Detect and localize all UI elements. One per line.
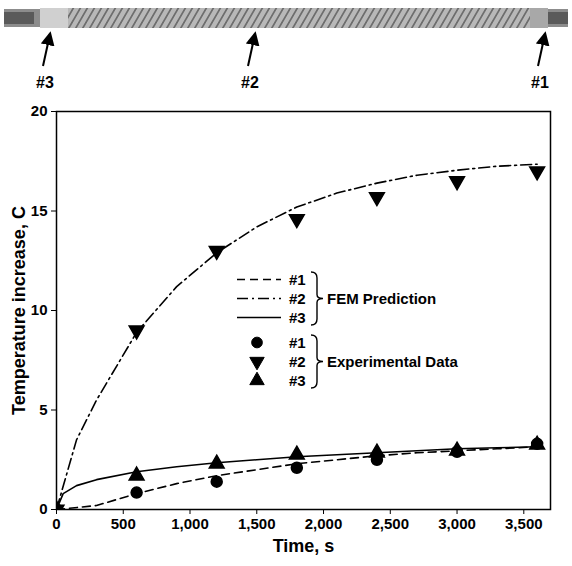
svg-text:10: 10 <box>31 301 48 318</box>
svg-text:3,000: 3,000 <box>438 515 476 532</box>
svg-text:#1: #1 <box>289 271 306 288</box>
svg-text:0: 0 <box>39 500 47 517</box>
svg-text:FEM Prediction: FEM Prediction <box>327 290 436 307</box>
svg-text:#1: #1 <box>531 74 549 91</box>
svg-text:#3: #3 <box>289 372 306 389</box>
svg-text:2,000: 2,000 <box>305 515 343 532</box>
svg-text:Experimental Data: Experimental Data <box>327 353 459 370</box>
svg-text:#3: #3 <box>36 74 54 91</box>
svg-text:500: 500 <box>111 515 136 532</box>
svg-text:1,000: 1,000 <box>171 515 209 532</box>
svg-text:#2: #2 <box>241 74 259 91</box>
svg-text:1,500: 1,500 <box>238 515 276 532</box>
svg-text:5: 5 <box>39 401 47 418</box>
svg-text:0: 0 <box>52 515 60 532</box>
svg-text:2,500: 2,500 <box>372 515 410 532</box>
svg-text:#2: #2 <box>289 290 306 307</box>
svg-text:Temperature increase, C: Temperature increase, C <box>9 206 29 415</box>
svg-text:#3: #3 <box>289 309 306 326</box>
svg-text:#2: #2 <box>289 353 306 370</box>
svg-text:3,500: 3,500 <box>505 515 543 532</box>
svg-text:15: 15 <box>31 202 48 219</box>
svg-text:20: 20 <box>31 102 48 119</box>
svg-text:#1: #1 <box>289 334 306 351</box>
svg-text:Time, s: Time, s <box>273 536 335 556</box>
